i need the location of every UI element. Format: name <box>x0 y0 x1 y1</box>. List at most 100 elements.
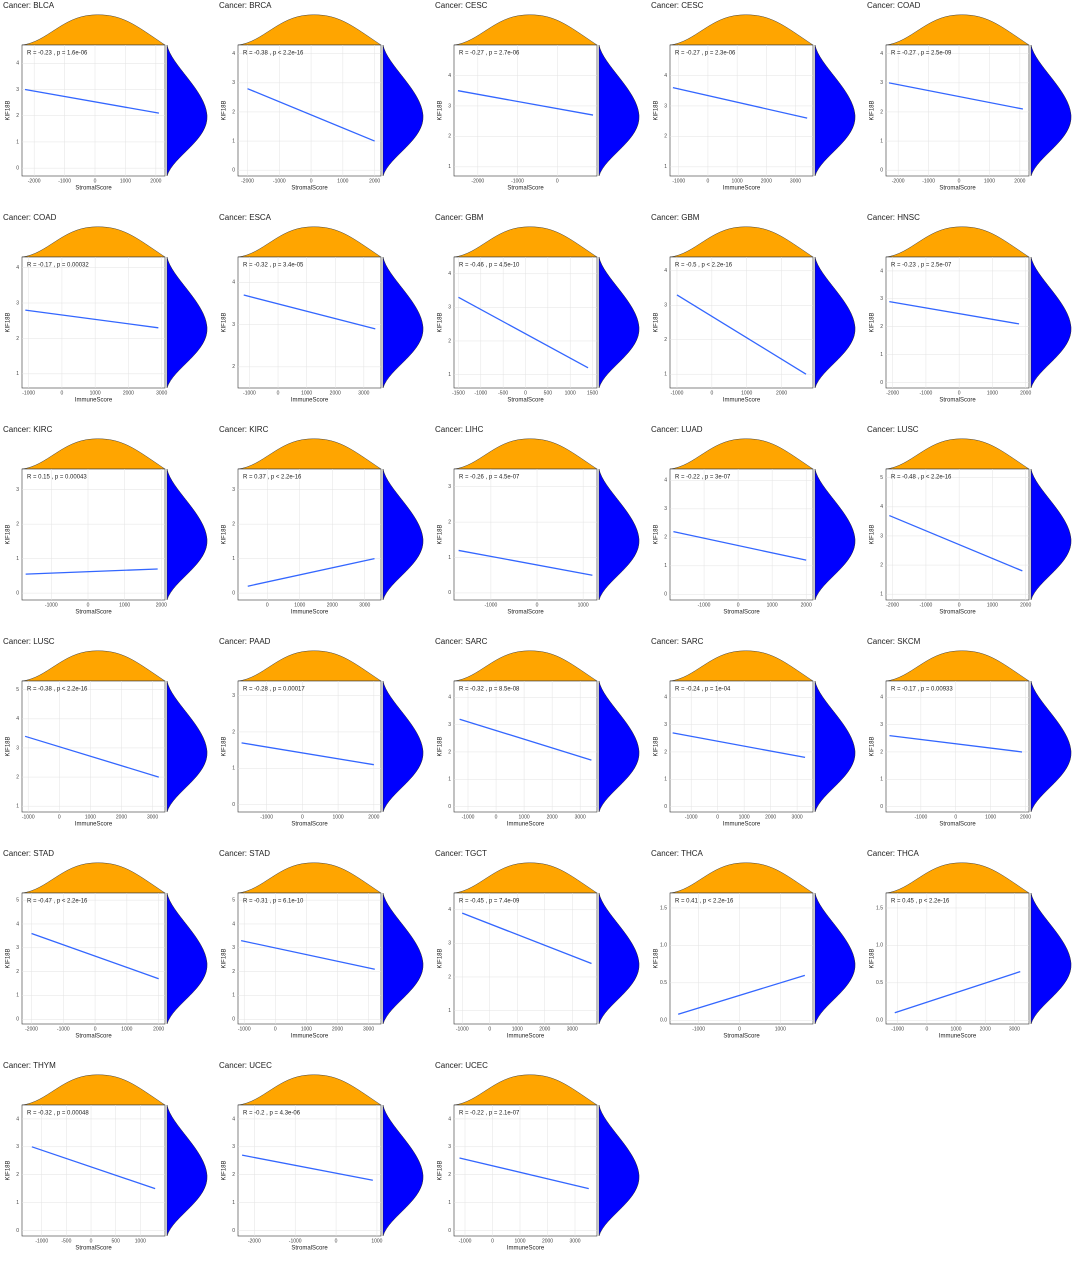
x-tick-label: -1000 <box>243 390 256 396</box>
y-tick-label: 0 <box>880 168 883 174</box>
y-tick-label: 3 <box>16 487 19 493</box>
y-tick-label: 2 <box>232 729 235 735</box>
y-tick-label: 4 <box>232 280 235 286</box>
plot-area <box>885 256 1030 389</box>
y-tick-label: 1 <box>448 555 451 561</box>
top-density <box>885 650 1030 682</box>
x-tick-label: 2000 <box>327 602 338 608</box>
x-tick-label: -1000 <box>692 1026 705 1032</box>
x-tick-label: 1000 <box>85 814 96 820</box>
top-density <box>669 650 814 682</box>
plot-area <box>885 892 1030 1025</box>
panel: Cancer: THCA -1000 0 1000 0.0 0.5 1.0 1.5 Stroma… <box>651 849 856 1040</box>
top-density <box>237 862 382 894</box>
y-tick-label: 2 <box>232 521 235 527</box>
x-tick-label: 2000 <box>116 814 127 820</box>
x-tick-label: 3000 <box>147 814 158 820</box>
x-tick-label: 1000 <box>512 1026 523 1032</box>
x-tick-label: 2000 <box>150 178 161 184</box>
fit-line <box>243 294 376 330</box>
annotation: R = 0.41 , p < 2.2e-16 <box>675 899 734 905</box>
top-density <box>453 1074 598 1106</box>
x-tick-label: 3000 <box>575 814 586 820</box>
y-tick-label: 3 <box>664 722 667 728</box>
panel-title: Cancer: SARC <box>435 637 488 646</box>
panel-title: Cancer: CESC <box>651 1 704 10</box>
y-tick-label: 5 <box>16 687 19 693</box>
x-axis-label: StromalScore <box>939 822 976 828</box>
panel-title: Cancer: LIHC <box>435 425 484 434</box>
y-tick-label: 2 <box>16 1172 19 1178</box>
x-tick-label: -1000 <box>289 1238 302 1244</box>
top-density <box>885 226 1030 258</box>
x-tick-label: 1000 <box>120 178 131 184</box>
fit-line <box>457 90 594 116</box>
y-axis-label: KIF18B <box>438 312 444 332</box>
y-tick-label: 0 <box>232 1228 235 1234</box>
y-tick-label: 2 <box>880 749 883 755</box>
y-tick-label: 2 <box>448 134 451 140</box>
panel: Cancer: CESC -1000 0 1000 2000 3000 1 2 3 4 Immune… <box>651 1 856 192</box>
y-tick-label: 2 <box>448 519 451 525</box>
fit-line <box>672 732 806 759</box>
y-tick-label: 0 <box>448 590 451 596</box>
right-density <box>166 680 208 813</box>
plot-area <box>21 468 166 601</box>
y-axis-label: KIF18B <box>6 524 12 544</box>
y-tick-label: 2 <box>448 1172 451 1178</box>
x-tick-label: -1000 <box>45 602 58 608</box>
y-axis-label: KIF18B <box>870 948 876 968</box>
y-tick-label: 5 <box>232 897 235 903</box>
x-axis-label: StromalScore <box>291 186 328 192</box>
y-tick-label: 2 <box>664 337 667 343</box>
y-tick-label: 4 <box>232 1116 235 1122</box>
y-tick-label: 1.0 <box>660 943 667 949</box>
x-tick-label: 0 <box>266 602 269 608</box>
top-density <box>21 226 166 258</box>
y-tick-label: 1 <box>448 372 451 378</box>
y-tick-label: 1 <box>16 139 19 145</box>
fit-line <box>459 718 592 761</box>
panel-title: Cancer: PAAD <box>219 637 271 646</box>
y-tick-label: 4 <box>664 268 667 274</box>
annotation: R = -0.28 , p = 0.00017 <box>243 687 305 693</box>
top-density <box>453 226 598 258</box>
fit-line <box>889 300 1020 325</box>
top-density <box>669 862 814 894</box>
annotation: R = 0.37 , p < 2.2e-16 <box>243 475 302 481</box>
panel-title: Cancer: STAD <box>219 849 270 858</box>
fit-line <box>462 912 592 965</box>
plot-area <box>669 44 814 177</box>
annotation: R = -0.38 , p < 2.2e-16 <box>243 51 304 57</box>
y-tick-label: 3 <box>880 80 883 86</box>
panel: Cancer: PAAD -1000 0 1000 2000 0 1 2 3 StromalSco… <box>219 637 424 828</box>
annotation: R = -0.32 , p = 8.5e-08 <box>459 687 520 693</box>
y-tick-label: 0 <box>664 592 667 598</box>
plot-area <box>237 680 382 813</box>
fit-line <box>31 1146 156 1190</box>
panel: Cancer: KIRC -1000 0 1000 2000 0 1 2 3 StromalSco… <box>3 425 208 616</box>
x-tick-label: -1000 <box>456 1026 469 1032</box>
x-tick-label: 2000 <box>330 390 341 396</box>
top-density <box>21 1074 166 1106</box>
x-tick-label: -2000 <box>886 390 899 396</box>
panel: Cancer: LUSC -2000 -1000 0 1000 2000 1 2 3 4 5 Stro… <box>867 425 1072 616</box>
x-tick-label: 3000 <box>1009 1026 1020 1032</box>
panel: Cancer: GBM -1500 -1000 -500 0 500 1000 1500 1 2 3… <box>435 213 640 404</box>
y-tick-label: 2 <box>448 974 451 980</box>
fit-line <box>673 531 807 561</box>
fit-line <box>247 557 375 587</box>
annotation: R = -0.45 , p = 7.4e-09 <box>459 899 520 905</box>
right-density <box>1030 892 1072 1025</box>
panel: Cancer: COAD -2000 -1000 0 1000 2000 0 1 2 3 4 Stro… <box>867 1 1072 192</box>
x-tick-label: 2000 <box>761 178 772 184</box>
y-tick-label: 0 <box>16 165 19 171</box>
x-tick-label: 0 <box>274 1026 277 1032</box>
x-tick-label: -2000 <box>886 602 899 608</box>
x-tick-label: 2000 <box>539 1026 550 1032</box>
x-tick-label: 0 <box>301 814 304 820</box>
y-axis-label: KIF18B <box>6 736 12 756</box>
panel: Cancer: STAD -2000 -1000 0 1000 2000 0 1 2 3 4 5 Str… <box>3 849 208 1040</box>
y-tick-label: 4 <box>448 73 451 79</box>
panel: Cancer: LUAD -1000 0 1000 2000 0 1 2 3 4 StromalSc… <box>651 425 856 616</box>
